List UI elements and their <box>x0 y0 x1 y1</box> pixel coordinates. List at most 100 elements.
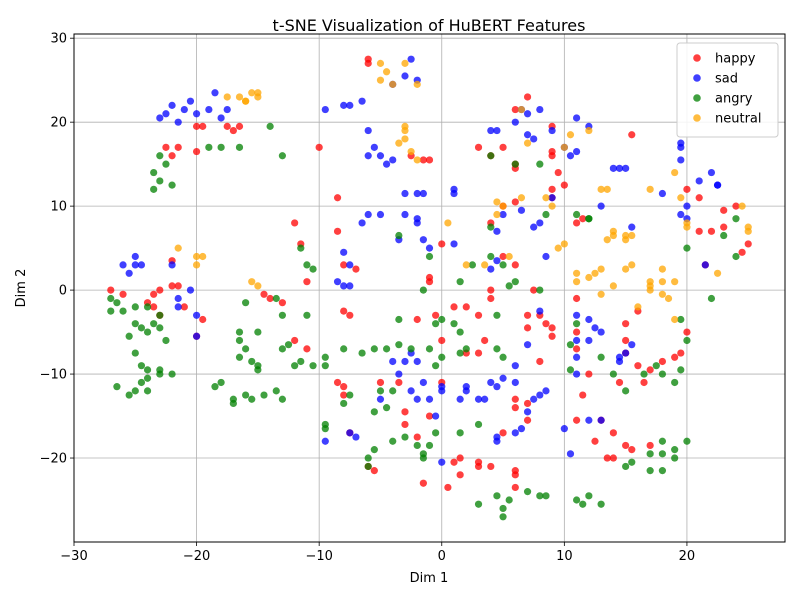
angry-point <box>156 370 164 378</box>
angry-point <box>720 231 728 240</box>
sad-point <box>499 210 507 219</box>
happy-point <box>156 286 164 294</box>
happy-point <box>573 345 581 353</box>
happy-point <box>462 303 470 311</box>
sad-point <box>573 336 581 345</box>
angry-point <box>168 181 176 189</box>
legend-label-neutral: neutral <box>715 112 762 127</box>
happy-point <box>413 433 421 441</box>
series-happy <box>107 55 752 492</box>
happy-point <box>548 147 556 156</box>
sad-point <box>548 194 556 202</box>
happy-point <box>107 286 115 294</box>
neutral-point <box>573 278 581 286</box>
happy-point <box>573 219 581 227</box>
chart-title: t-SNE Visualization of HuBERT Features <box>273 16 586 35</box>
sad-point <box>523 110 532 118</box>
angry-point <box>309 265 317 273</box>
neutral-point <box>248 89 256 97</box>
sad-point <box>548 126 556 135</box>
sad-point <box>523 408 532 416</box>
neutral-point <box>671 278 679 286</box>
neutral-point <box>591 269 599 277</box>
angry-point <box>242 391 250 399</box>
angry-point <box>425 345 434 353</box>
happy-point <box>695 194 703 202</box>
series-neutral <box>174 59 752 324</box>
sad-point <box>425 244 434 252</box>
happy-point <box>278 299 286 307</box>
happy-point <box>199 122 207 130</box>
happy-point <box>168 282 176 290</box>
angry-point <box>432 362 440 370</box>
neutral-point <box>376 59 385 67</box>
angry-point <box>425 252 434 261</box>
happy-point <box>573 328 581 336</box>
sad-point <box>585 315 593 324</box>
neutral-point <box>646 282 654 290</box>
happy-point <box>609 429 617 437</box>
happy-point <box>720 206 728 214</box>
angry-point <box>732 215 740 223</box>
happy-point <box>456 471 464 479</box>
angry-point <box>382 345 391 353</box>
sad-point <box>376 395 385 403</box>
angry-point <box>235 143 244 151</box>
happy-point <box>364 59 372 67</box>
sad-point <box>462 387 470 395</box>
happy-point <box>646 441 654 450</box>
angry-point <box>658 370 667 378</box>
angry-point <box>585 215 593 223</box>
sad-point <box>364 152 372 160</box>
happy-point <box>677 349 685 357</box>
sad-point <box>597 416 605 424</box>
happy-point <box>199 315 207 324</box>
sad-point <box>346 261 354 269</box>
sad-point <box>174 303 182 311</box>
sad-point <box>419 236 427 244</box>
happy-point <box>499 429 507 437</box>
angry-point <box>260 391 268 399</box>
sad-point <box>628 223 636 231</box>
angry-point <box>573 496 581 504</box>
happy-point <box>511 395 519 403</box>
angry-point <box>732 252 740 261</box>
angry-point <box>162 160 170 168</box>
happy-point <box>487 462 495 471</box>
angry-point <box>272 294 280 303</box>
angry-point <box>401 433 409 441</box>
sad-point <box>573 353 581 361</box>
happy-point <box>333 378 342 387</box>
angry-point <box>597 353 605 361</box>
angry-point <box>487 223 495 231</box>
sad-point <box>487 126 495 135</box>
happy-point <box>536 357 544 366</box>
sad-point <box>517 206 526 214</box>
sad-point <box>566 450 575 458</box>
sad-point <box>573 370 581 378</box>
sad-point <box>573 311 581 319</box>
sad-point <box>677 156 685 164</box>
neutral-point <box>738 202 746 210</box>
happy-point <box>340 391 348 399</box>
happy-point <box>646 366 654 374</box>
happy-point <box>438 336 446 345</box>
happy-point <box>419 156 427 164</box>
sad-point <box>523 341 532 349</box>
happy-point <box>340 261 348 269</box>
angry-point <box>707 294 716 303</box>
happy-point <box>235 122 244 130</box>
sad-point <box>523 131 532 139</box>
angry-point <box>536 492 544 500</box>
happy-point <box>303 278 311 286</box>
happy-point <box>548 185 556 193</box>
happy-point <box>744 240 752 248</box>
sad-point <box>119 261 127 269</box>
sad-point <box>358 219 366 227</box>
angry-point <box>131 320 139 328</box>
neutral-point <box>683 223 691 231</box>
sad-point <box>413 395 421 403</box>
sad-point <box>174 118 182 126</box>
angry-point <box>119 307 127 315</box>
angry-point <box>677 315 685 324</box>
